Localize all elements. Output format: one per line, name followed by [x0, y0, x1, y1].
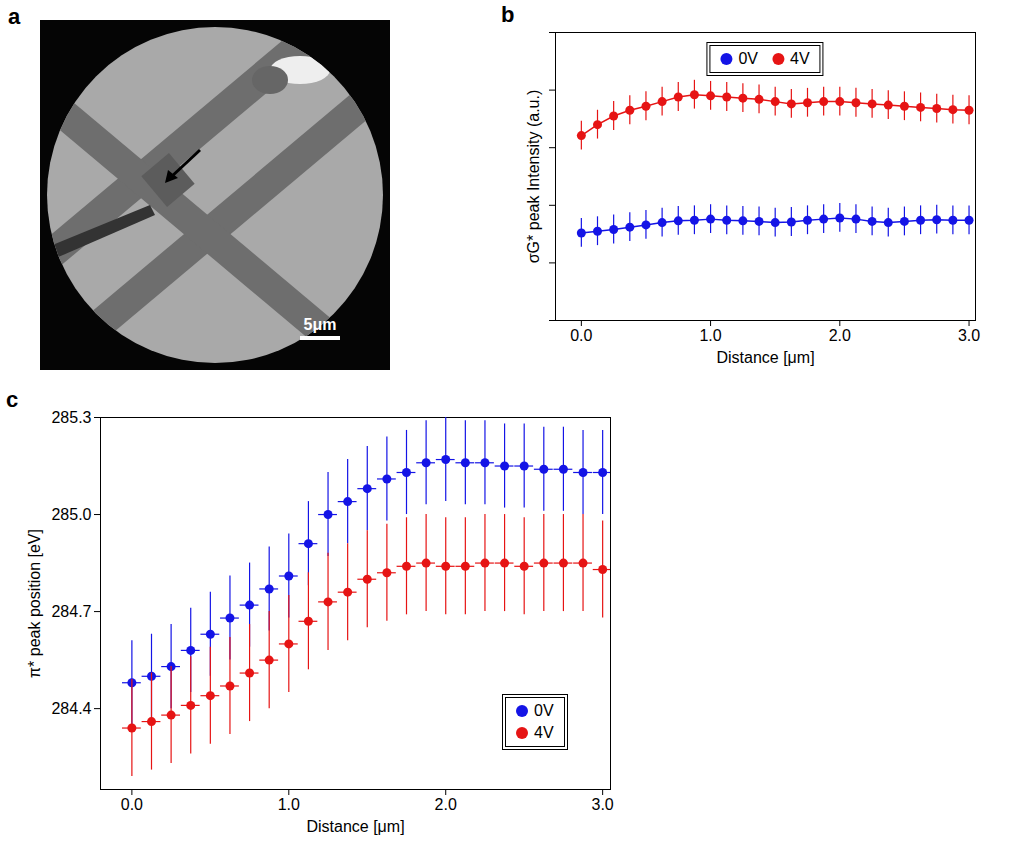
html-text:a: a	[8, 4, 21, 29]
svg-text:284.4: 284.4	[51, 700, 91, 717]
svg-text:σG* peak Intensity (a.u.): σG* peak Intensity (a.u.)	[525, 90, 542, 264]
html-text:0V: 0V	[534, 702, 554, 719]
html-text:b: b	[501, 2, 515, 27]
svg-text:2.0: 2.0	[435, 796, 457, 813]
svg-text:1.0: 1.0	[699, 327, 721, 344]
svg-text:3.0: 3.0	[958, 327, 980, 344]
html-text:4V: 4V	[790, 50, 810, 67]
svg-text:Distance [μm]: Distance [μm]	[306, 818, 404, 835]
html-text:c: c	[6, 387, 19, 412]
svg-text:0.0: 0.0	[121, 796, 143, 813]
svg-text:3.0: 3.0	[592, 796, 614, 813]
svg-text:285.0: 285.0	[51, 506, 91, 523]
svg-text:0.0: 0.0	[570, 327, 592, 344]
svg-text:285.3: 285.3	[51, 409, 91, 426]
svg-text:1.0: 1.0	[278, 796, 300, 813]
html-text:4V: 4V	[534, 724, 554, 741]
svg-text:284.7: 284.7	[51, 603, 91, 620]
svg-text:Distance [μm]: Distance [μm]	[716, 349, 814, 366]
svg-text:π* peak position [eV]: π* peak position [eV]	[26, 529, 43, 678]
svg-text:2.0: 2.0	[829, 327, 851, 344]
html-text:0V: 0V	[738, 50, 758, 67]
svg-text:5μm: 5μm	[304, 316, 337, 333]
